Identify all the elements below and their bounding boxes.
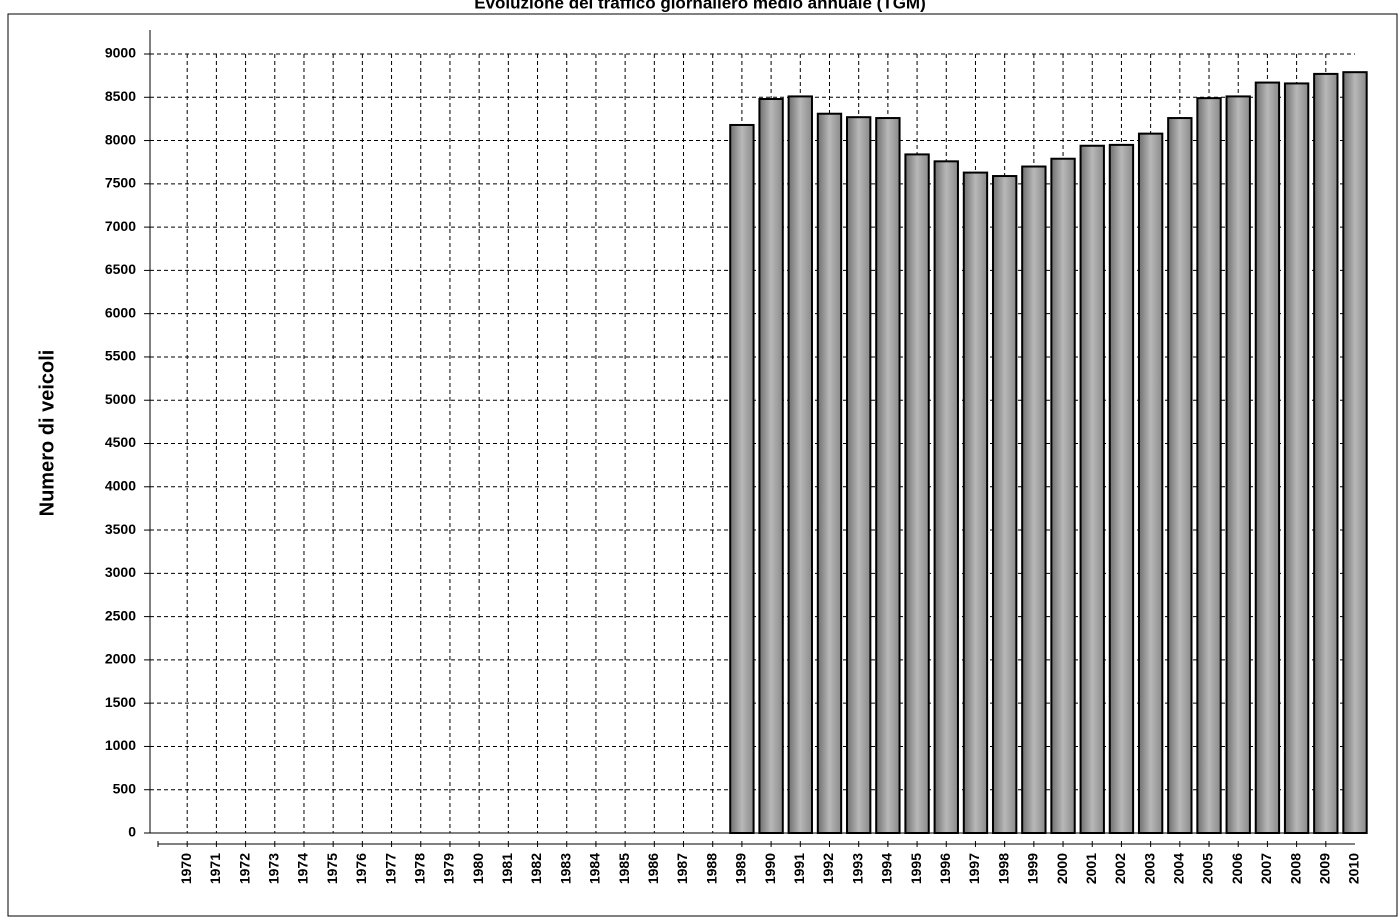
y-tick-label: 3000 — [105, 564, 136, 580]
x-tick-label: 2010 — [1346, 853, 1362, 884]
x-tick-label: 1996 — [937, 853, 953, 884]
y-tick-label: 8500 — [105, 88, 136, 104]
y-axis-label: Numero di veicoli — [36, 350, 58, 517]
y-tick-label: 8000 — [105, 131, 136, 147]
x-tick-label: 2000 — [1054, 853, 1070, 884]
bar — [962, 171, 989, 834]
bar — [1313, 72, 1339, 834]
x-tick-label: 1983 — [557, 853, 573, 884]
y-tick-label: 6000 — [105, 304, 136, 320]
x-tick-label: 1974 — [295, 853, 311, 884]
x-tick-label: 1982 — [528, 853, 544, 884]
x-tick-label: 1981 — [499, 853, 515, 884]
bar — [933, 160, 959, 834]
bar — [1021, 165, 1047, 834]
bar — [1283, 82, 1310, 834]
x-tick-label: 1997 — [966, 853, 982, 884]
y-tick-label: 4000 — [105, 477, 136, 493]
bar — [1254, 81, 1281, 834]
x-tick-label: 1991 — [791, 853, 807, 884]
y-tick-label: 5500 — [105, 348, 136, 364]
x-tick-label: 1987 — [674, 853, 690, 884]
y-tick-label: 4500 — [105, 434, 136, 450]
y-tick-label: 1000 — [105, 737, 136, 753]
x-tick-label: 2007 — [1258, 853, 1274, 884]
bar — [1342, 71, 1368, 834]
bar — [816, 112, 843, 835]
x-tick-label: 2003 — [1141, 853, 1157, 884]
x-tick-label: 1986 — [645, 853, 661, 884]
bar — [729, 123, 755, 834]
frame — [7, 13, 1398, 917]
y-tick-label: 500 — [113, 780, 137, 796]
x-tick-label: 1998 — [995, 853, 1011, 884]
x-tick-label: 1973 — [265, 853, 281, 884]
y-tick-label: 1500 — [105, 694, 136, 710]
y-tick-label: 5000 — [105, 391, 136, 407]
y-tick-label: 2500 — [105, 607, 136, 623]
y-tick-label: 0 — [128, 824, 136, 840]
x-tick-label: 2001 — [1083, 853, 1099, 884]
bar — [846, 116, 872, 835]
x-tick-label: 1970 — [178, 853, 194, 884]
x-tick-label: 1994 — [879, 853, 895, 884]
x-tick-label: 1979 — [441, 853, 457, 884]
y-tick-label: 7500 — [105, 175, 136, 191]
x-tick-label: 1995 — [908, 853, 924, 884]
chart-title: Evoluzione del traffico giornaliero medi… — [474, 0, 926, 12]
x-tick-label: 1989 — [733, 853, 749, 884]
x-tick-label: 1975 — [324, 853, 340, 884]
bar — [1167, 117, 1193, 835]
y-tick-label: 9000 — [105, 45, 136, 61]
x-tick-label: 1990 — [762, 853, 778, 884]
bar — [1196, 97, 1222, 835]
bar — [1137, 132, 1164, 834]
x-tick-label: 1988 — [703, 853, 719, 884]
x-tick-label: 1976 — [353, 853, 369, 884]
x-tick-label: 1984 — [587, 853, 603, 884]
bar — [1108, 143, 1135, 834]
y-tick-label: 7000 — [105, 218, 136, 234]
y-tick-label: 6500 — [105, 261, 136, 277]
x-tick-label: 1972 — [236, 853, 252, 884]
bar — [1225, 95, 1251, 834]
x-tick-label: 2009 — [1317, 853, 1333, 884]
x-tick-label: 1980 — [470, 853, 486, 884]
bar — [904, 153, 930, 835]
bar — [758, 98, 784, 834]
y-tick-label: 3500 — [105, 521, 136, 537]
bar — [1050, 157, 1076, 834]
x-tick-label: 1992 — [820, 853, 836, 884]
x-tick-label: 1999 — [1025, 853, 1041, 884]
x-tick-label: 1971 — [207, 853, 223, 884]
x-tick-label: 1977 — [382, 853, 398, 884]
x-tick-label: 2006 — [1229, 853, 1245, 884]
x-tick-label: 2008 — [1287, 853, 1303, 884]
bar — [1079, 144, 1105, 834]
x-tick-label: 1985 — [616, 853, 632, 884]
x-tick-label: 1978 — [411, 853, 427, 884]
x-tick-label: 1993 — [849, 853, 865, 884]
bar — [991, 175, 1018, 834]
x-tick-label: 2002 — [1112, 853, 1128, 884]
x-tick-label: 2004 — [1171, 853, 1187, 884]
x-tick-label: 2005 — [1200, 853, 1216, 884]
bar — [875, 117, 901, 835]
bar — [787, 95, 813, 834]
y-tick-label: 2000 — [105, 651, 136, 667]
